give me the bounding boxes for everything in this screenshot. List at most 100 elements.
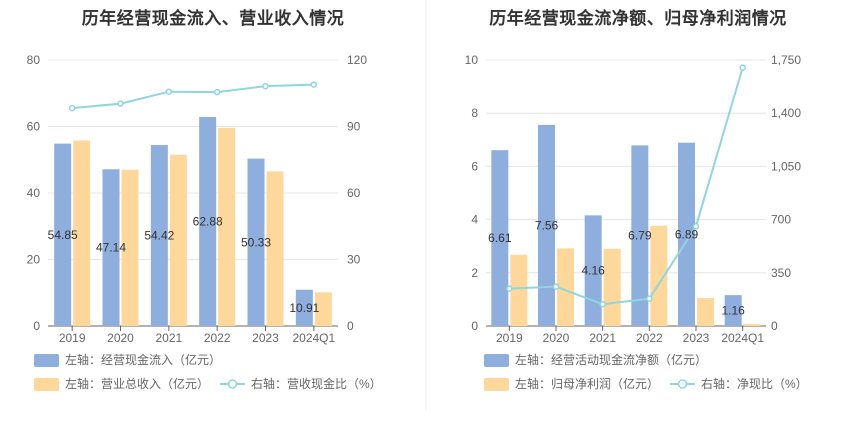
legend-label: 右轴：净现比（%） <box>701 376 808 391</box>
bar-series-1 <box>150 145 168 326</box>
bar-series-2 <box>557 248 574 326</box>
bar-series-1 <box>54 143 72 326</box>
bar-series-2 <box>743 324 761 326</box>
x-tick-label: 2019 <box>59 331 86 345</box>
bar-data-label: 54.42 <box>144 229 174 243</box>
legend-label: 左轴：经营现金流入（亿元） <box>65 352 221 367</box>
bar-data-label: 62.88 <box>193 214 223 228</box>
legend-swatch-bar <box>34 378 59 391</box>
x-tick-label: 2023 <box>683 331 710 345</box>
bar-series-2 <box>314 292 332 326</box>
y-right-tick-label: 0 <box>347 319 354 333</box>
line-point <box>692 223 700 230</box>
bar-data-label: 47.14 <box>96 241 126 255</box>
left-chart-title: 历年经营现金流入、营业收入情况 <box>81 9 345 28</box>
bar-series-1 <box>247 158 265 326</box>
line-point <box>68 104 76 112</box>
y-left-tick-label: 80 <box>27 53 41 67</box>
bar-series-1 <box>678 142 695 326</box>
bar-series-2 <box>218 127 236 326</box>
bar-series-1 <box>538 124 555 327</box>
x-tick-label: 2024Q1 <box>721 331 764 345</box>
legend-label: 右轴：营收现金比（%） <box>251 376 382 391</box>
bar-series-2 <box>510 254 528 326</box>
bar-data-label: 6.61 <box>488 231 512 245</box>
bar-data-label: 6.79 <box>628 229 652 243</box>
bar-data-label: 54.85 <box>48 228 78 242</box>
bar-series-1 <box>295 289 313 326</box>
y-left-tick-label: 10 <box>465 53 479 67</box>
x-tick-label: 2020 <box>107 331 134 345</box>
legend-swatch-bar <box>34 354 59 367</box>
y-left-tick-label: 60 <box>27 120 41 134</box>
line-point <box>117 100 124 107</box>
y-left-tick-label: 2 <box>471 266 478 280</box>
bar-data-label: 10.91 <box>289 301 319 315</box>
bar-data-label: 1.16 <box>721 304 745 318</box>
y-right-tick-label: 350 <box>771 266 791 280</box>
bar-series-2 <box>650 225 668 326</box>
bar-data-label: 50.33 <box>241 235 271 249</box>
legend-swatch-bar <box>484 378 509 391</box>
y-left-tick-label: 0 <box>33 319 40 333</box>
legend-swatch-marker <box>227 379 238 389</box>
bar-series-1 <box>491 150 509 326</box>
y-right-tick-label: 60 <box>347 186 361 200</box>
right-chart: 0 0 2 350 4 700 6 1,050 8 1,400 10 1,750 2019 2020 202… <box>465 53 808 391</box>
legend-label: 左轴：归母净利润（亿元） <box>515 376 659 391</box>
x-tick-label: 2021 <box>155 331 182 345</box>
line-point <box>599 301 606 308</box>
x-tick-label: 2019 <box>496 331 523 345</box>
bar-series-2 <box>697 298 714 326</box>
y-right-tick-label: 90 <box>347 120 361 134</box>
line-series <box>509 67 744 306</box>
y-left-tick-label: 8 <box>471 106 478 120</box>
x-tick-label: 2023 <box>252 331 279 345</box>
legend-label: 左轴：营业总收入（亿元） <box>65 376 209 391</box>
bar-series-1 <box>102 169 120 326</box>
bar-series-2 <box>266 171 284 326</box>
bar-series-1 <box>199 116 217 326</box>
line-point <box>310 81 318 88</box>
x-tick-label: 2020 <box>543 331 570 345</box>
line-point <box>552 283 560 290</box>
x-tick-label: 2021 <box>589 331 616 345</box>
y-left-tick-label: 6 <box>471 159 478 173</box>
y-left-tick-label: 20 <box>27 253 41 267</box>
y-right-tick-label: 1,050 <box>771 159 801 173</box>
line-point <box>506 285 513 292</box>
bar-series-2 <box>169 154 187 326</box>
legend-swatch-marker <box>677 379 688 389</box>
line-point <box>646 295 653 302</box>
x-tick-label: 2022 <box>204 331 231 345</box>
y-right-tick-label: 1,400 <box>771 106 801 120</box>
y-left-tick-label: 0 <box>471 319 478 333</box>
line-point <box>262 82 269 90</box>
left-chart: 0 0 20 30 40 60 60 90 80 120 2019 2020 2021 2022 2023 2… <box>27 53 382 391</box>
bar-data-label: 7.56 <box>535 218 559 232</box>
bar-data-label: 4.16 <box>581 264 605 278</box>
y-left-tick-label: 4 <box>471 213 478 227</box>
line-point <box>739 64 746 71</box>
line-point <box>213 88 221 96</box>
x-tick-label: 2024Q1 <box>292 331 335 345</box>
bar-series-2 <box>121 169 139 326</box>
bar-series-2 <box>603 248 621 326</box>
y-right-tick-label: 30 <box>347 253 361 267</box>
y-left-tick-label: 40 <box>27 186 41 200</box>
bar-series-1 <box>724 295 742 326</box>
y-right-tick-label: 700 <box>771 213 791 227</box>
y-right-tick-label: 0 <box>771 319 778 333</box>
legend-swatch-bar <box>484 354 509 367</box>
legend-label: 左轴：经营活动现金流净额（亿元） <box>515 352 707 367</box>
y-right-tick-label: 1,750 <box>771 53 801 67</box>
y-right-tick-label: 120 <box>347 53 367 67</box>
bar-series-1 <box>631 145 649 326</box>
x-tick-label: 2022 <box>636 331 663 345</box>
right-chart-title: 历年经营现金流净额、归母净利润情况 <box>489 9 787 28</box>
line-point <box>165 88 173 95</box>
line-series <box>72 83 314 110</box>
bar-series-2 <box>73 140 91 326</box>
